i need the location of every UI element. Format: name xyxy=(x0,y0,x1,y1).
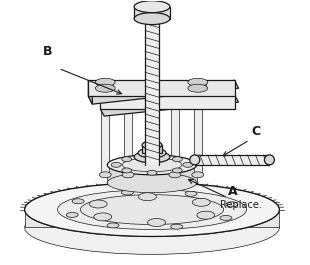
Polygon shape xyxy=(107,165,197,183)
Ellipse shape xyxy=(107,155,197,175)
Polygon shape xyxy=(97,82,113,88)
Ellipse shape xyxy=(99,172,111,178)
Ellipse shape xyxy=(192,198,210,206)
Ellipse shape xyxy=(172,168,182,173)
Ellipse shape xyxy=(72,199,84,204)
Polygon shape xyxy=(171,96,179,175)
Polygon shape xyxy=(88,80,239,104)
Text: A: A xyxy=(228,185,237,198)
Ellipse shape xyxy=(147,154,157,159)
Ellipse shape xyxy=(171,224,183,229)
Ellipse shape xyxy=(66,213,78,217)
Polygon shape xyxy=(195,155,269,165)
Ellipse shape xyxy=(25,183,279,236)
Ellipse shape xyxy=(197,211,215,219)
Ellipse shape xyxy=(185,191,197,196)
Ellipse shape xyxy=(122,172,134,178)
Polygon shape xyxy=(88,80,92,104)
Ellipse shape xyxy=(95,78,115,86)
Polygon shape xyxy=(101,96,109,175)
Text: Replace.: Replace. xyxy=(220,200,262,210)
Ellipse shape xyxy=(188,84,208,92)
Ellipse shape xyxy=(80,195,224,224)
Ellipse shape xyxy=(183,162,193,167)
Polygon shape xyxy=(134,7,170,19)
Ellipse shape xyxy=(107,173,197,193)
Polygon shape xyxy=(194,96,202,175)
Ellipse shape xyxy=(122,158,182,172)
Ellipse shape xyxy=(142,141,162,149)
Polygon shape xyxy=(100,95,239,116)
Ellipse shape xyxy=(121,190,133,195)
Ellipse shape xyxy=(94,213,112,221)
Ellipse shape xyxy=(95,84,115,92)
Ellipse shape xyxy=(89,200,107,208)
Ellipse shape xyxy=(139,193,157,201)
Polygon shape xyxy=(88,80,235,96)
Ellipse shape xyxy=(58,190,246,229)
Polygon shape xyxy=(100,95,235,109)
Ellipse shape xyxy=(190,155,200,165)
Ellipse shape xyxy=(134,13,170,25)
Ellipse shape xyxy=(134,151,170,163)
Text: C: C xyxy=(251,125,261,138)
Polygon shape xyxy=(142,145,162,153)
Ellipse shape xyxy=(172,157,182,162)
Ellipse shape xyxy=(220,215,232,220)
Polygon shape xyxy=(190,82,206,88)
Polygon shape xyxy=(145,19,159,165)
Polygon shape xyxy=(124,96,132,175)
Ellipse shape xyxy=(138,148,166,158)
Ellipse shape xyxy=(169,172,181,178)
Ellipse shape xyxy=(148,219,166,227)
Ellipse shape xyxy=(226,202,238,207)
Ellipse shape xyxy=(25,183,279,236)
Ellipse shape xyxy=(147,170,157,175)
Text: B: B xyxy=(42,45,52,58)
Ellipse shape xyxy=(122,157,132,162)
Ellipse shape xyxy=(122,168,132,173)
Ellipse shape xyxy=(192,172,204,178)
Ellipse shape xyxy=(107,223,119,228)
Polygon shape xyxy=(25,210,279,227)
Ellipse shape xyxy=(25,201,279,254)
Ellipse shape xyxy=(111,162,121,167)
Ellipse shape xyxy=(188,78,208,86)
Ellipse shape xyxy=(264,155,274,165)
Ellipse shape xyxy=(134,1,170,13)
